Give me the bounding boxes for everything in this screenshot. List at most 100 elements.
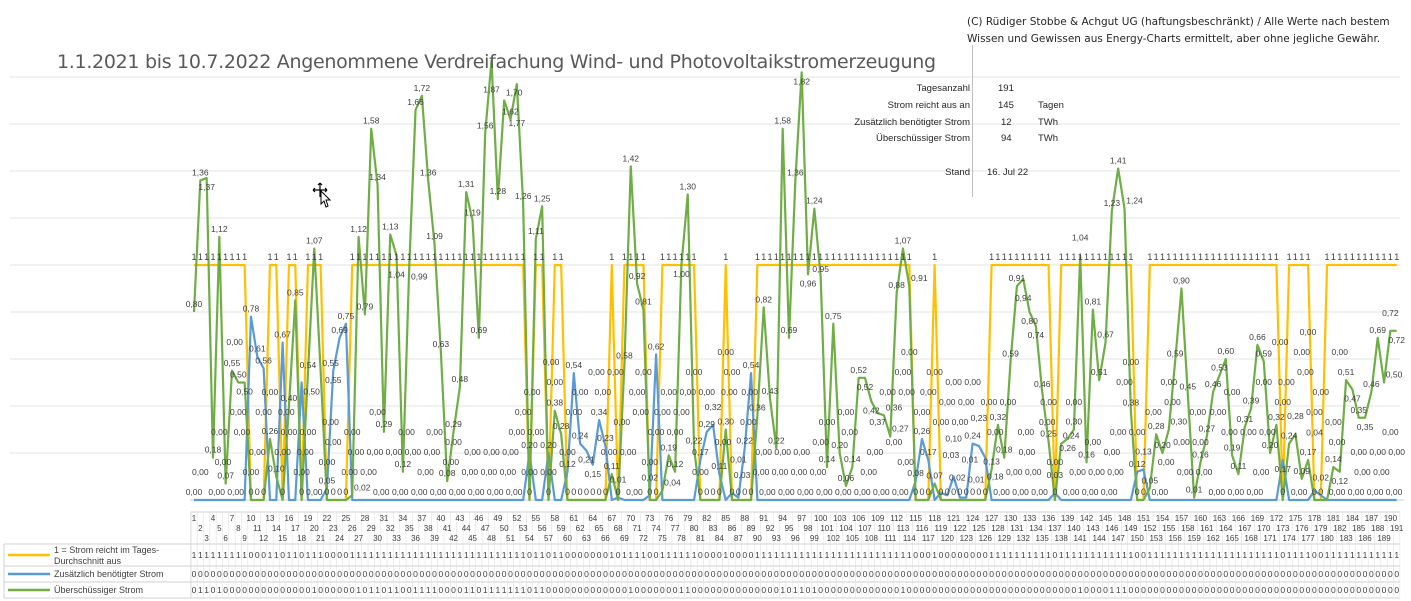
table-cell: 0 [1147, 585, 1152, 595]
data-label-blue: 0,00 [632, 407, 649, 417]
table-cell: 0 [584, 550, 589, 560]
data-label-blue: 0,21 [578, 455, 595, 465]
table-cell: 0 [742, 569, 747, 579]
table-cell: 0 [268, 569, 273, 579]
table-day-number: 112 [890, 514, 903, 523]
data-label-green: 0,12 [1331, 476, 1348, 486]
table-cell: 1 [1198, 550, 1203, 560]
table-cell: 0 [875, 585, 880, 595]
legend-label-line: Durchschnitt aus [54, 556, 122, 566]
table-cell: 0 [192, 585, 197, 595]
table-cell: 1 [856, 550, 861, 560]
table-cell: 0 [692, 569, 697, 579]
data-label-blue: 0,00 [1116, 377, 1133, 387]
table-cell: 1 [1293, 550, 1298, 560]
table-cell: 0 [1388, 585, 1393, 595]
table-cell: 0 [230, 585, 235, 595]
table-cell: 0 [787, 585, 792, 595]
table-cell: 1 [514, 550, 519, 560]
data-label-green: 0,00 [521, 467, 538, 477]
table-cell: 0 [863, 569, 868, 579]
table-cell: 1 [540, 550, 545, 560]
table-cell: 0 [939, 550, 944, 560]
table-day-number: 124 [966, 514, 980, 523]
copyright-note: (C) Rüdiger Stobbe & Achgut UG (haftungs… [967, 16, 1390, 45]
table-cell: 0 [641, 569, 646, 579]
table-cell: 0 [1344, 585, 1349, 595]
table-cell: 0 [850, 569, 855, 579]
data-label-blue: 0,32 [705, 402, 722, 412]
table-day-number: 17 [291, 524, 300, 533]
data-label-green: 0,00 [572, 387, 589, 397]
data-label-yellow: 0 [983, 487, 988, 497]
table-cell: 0 [1204, 585, 1209, 595]
table-cell: 1 [192, 550, 197, 560]
data-label-yellow: 1 [1268, 252, 1273, 262]
data-label-yellow: 1 [451, 252, 456, 262]
data-label-yellow: 1 [426, 252, 431, 262]
table-cell: 0 [571, 569, 576, 579]
data-label-green: 0,00 [348, 447, 365, 457]
table-cell: 0 [1065, 569, 1070, 579]
table-cell: 0 [476, 569, 481, 579]
table-cell: 1 [217, 585, 222, 595]
data-label-yellow: 1 [780, 252, 785, 262]
table-cell: 1 [755, 550, 760, 560]
table-cell: 0 [1135, 585, 1140, 595]
table-cell: 1 [464, 550, 469, 560]
data-label-green: 0,81 [1085, 297, 1102, 307]
table-cell: 0 [331, 550, 336, 560]
table-day-number: 25 [341, 514, 350, 523]
data-label-green: 0,00 [981, 397, 998, 407]
table-cell: 0 [1363, 585, 1368, 595]
table-cell: 0 [1293, 569, 1298, 579]
table-cell: 0 [546, 585, 551, 595]
data-label-yellow: 1 [641, 252, 646, 262]
table-day-number: 74 [652, 524, 661, 533]
data-label-blue: 0,00 [373, 487, 390, 497]
table-day-number: 165 [1225, 534, 1239, 543]
table-cell: 1 [1375, 550, 1380, 560]
data-label-green: 1,41 [1110, 156, 1127, 166]
table-cell: 0 [1255, 585, 1260, 595]
table-cell: 0 [806, 569, 811, 579]
table-cell: 0 [540, 569, 545, 579]
table-day-number: 154 [1156, 514, 1170, 523]
data-label-yellow: 1 [932, 252, 937, 262]
data-label-green: 0,35 [1357, 422, 1374, 432]
table-day-number: 66 [601, 534, 610, 543]
data-label-yellow: 1 [793, 252, 798, 262]
data-label-yellow: 1 [1198, 252, 1203, 262]
table-cell: 0 [628, 569, 633, 579]
table-cell: 1 [806, 550, 811, 560]
table-cell: 0 [761, 585, 766, 595]
data-label-blue: 0,00 [306, 487, 323, 497]
data-label-yellow: 1 [1021, 252, 1026, 262]
data-label-blue: 0,00 [1367, 487, 1384, 497]
table-day-number: 101 [820, 524, 834, 533]
table-cell: 0 [1116, 569, 1121, 579]
data-label-blue: 0,00 [464, 447, 481, 457]
table-cell: 0 [882, 569, 887, 579]
table-cell: 0 [932, 585, 937, 595]
table-cell: 0 [514, 569, 519, 579]
table-cell: 0 [1090, 585, 1095, 595]
data-label-blue: 0,00 [500, 467, 517, 477]
data-label-blue: 0,00 [1190, 407, 1207, 417]
data-label-blue: 0,00 [1278, 377, 1295, 387]
table-cell: 0 [654, 585, 659, 595]
table-cell: 1 [628, 585, 633, 595]
data-label-yellow: 0 [730, 487, 735, 497]
table-cell: 0 [445, 569, 450, 579]
table-cell: 0 [888, 585, 893, 595]
data-label-blue: 0,00 [793, 447, 810, 457]
table-cell: 0 [306, 585, 311, 595]
data-label-green: 0,07 [926, 471, 943, 481]
data-label-yellow: 1 [1299, 252, 1304, 262]
table-day-number: 142 [1080, 514, 1094, 523]
table-cell: 1 [1388, 550, 1393, 560]
table-cell: 1 [407, 550, 412, 560]
table-day-number: 102 [827, 534, 841, 543]
data-label-green: 0,99 [411, 271, 428, 281]
table-cell: 1 [432, 585, 437, 595]
